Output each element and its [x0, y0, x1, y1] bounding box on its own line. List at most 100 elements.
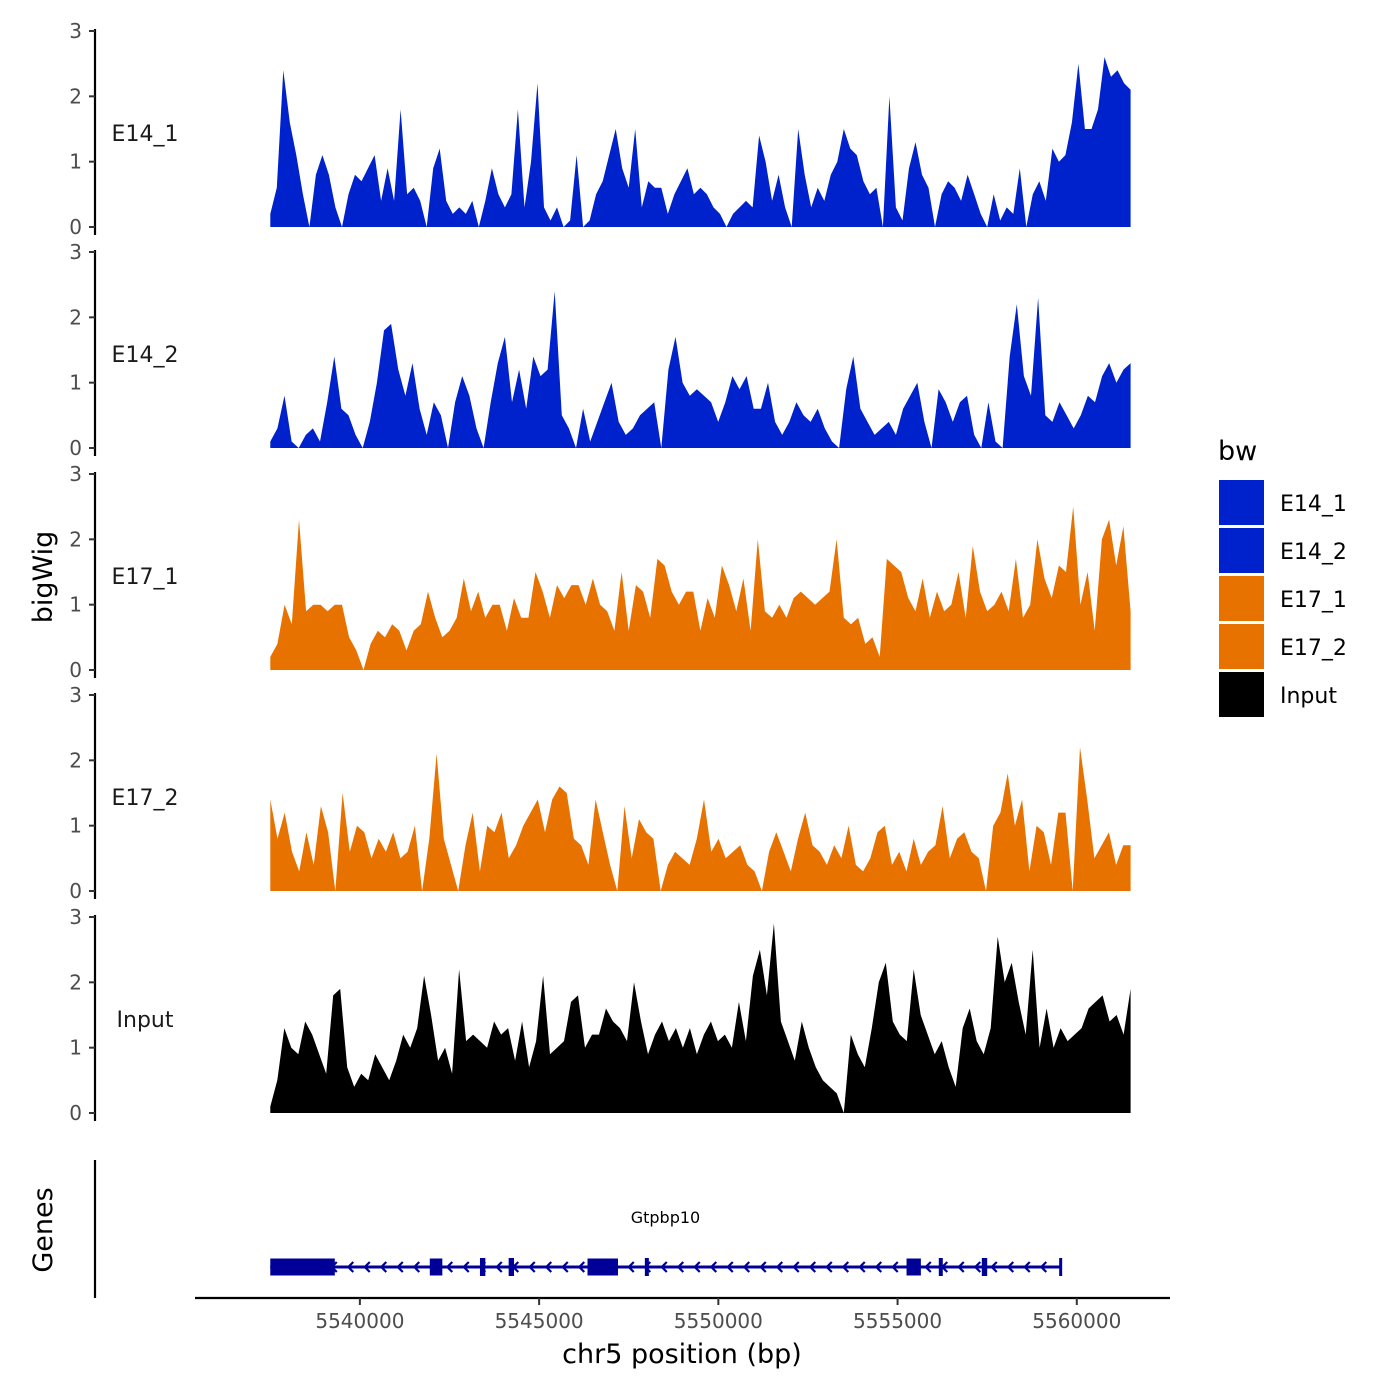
track-label-Input: Input [117, 1008, 174, 1033]
track-label-E17_2: E17_2 [112, 786, 179, 811]
gene-track: Gtpbp10 [93, 1160, 1063, 1298]
legend-label-E14_2: E14_2 [1280, 540, 1347, 565]
y-tick-label: 2 [69, 748, 82, 772]
gene-strand-arrow [858, 1261, 866, 1273]
gene-strand-arrow [577, 1261, 586, 1273]
gene-exon [906, 1258, 921, 1276]
legend: bw E14_1 E14_2 E17_1 E17_2 Input [1218, 436, 1347, 717]
gene-strand-arrow [544, 1261, 553, 1273]
gene-strand-arrow [627, 1261, 635, 1273]
y-tick-label: 0 [69, 215, 82, 239]
gene-strand-arrow [990, 1261, 998, 1273]
gene-strand-arrow [412, 1261, 421, 1273]
gene-strand-arrow [759, 1261, 767, 1273]
legend-title: bw [1218, 436, 1257, 467]
gene-strand-arrow [726, 1261, 734, 1273]
gene-strand-arrow [462, 1261, 470, 1273]
gene-strand-arrow [676, 1261, 685, 1273]
gene-exon [938, 1258, 943, 1276]
gene-exon [587, 1258, 618, 1276]
track-label-E14_2: E14_2 [112, 343, 179, 368]
y-tick-label: 1 [69, 593, 82, 617]
y-tick-label: 3 [69, 683, 82, 707]
gene-strand-arrow [808, 1261, 817, 1273]
gene-label: Gtpbp10 [631, 1208, 701, 1227]
area-Input [270, 923, 1131, 1113]
x-tick-label: 5545000 [495, 1309, 584, 1333]
gene-exon [981, 1258, 988, 1276]
gene-strand-arrow [561, 1261, 569, 1273]
y-tick-label: 0 [69, 436, 82, 460]
y-tick-label: 3 [69, 905, 82, 929]
y-tick-label: 0 [69, 658, 82, 682]
y-axis-title: bigWig [28, 531, 59, 624]
legend-key-Input [1219, 672, 1264, 717]
legend-label-E17_1: E17_1 [1280, 588, 1347, 613]
gene-strand-arrow [825, 1261, 833, 1273]
track-E14_1: 0 1 2 3 E14_1 [69, 19, 1131, 239]
y-tick-label: 3 [69, 19, 82, 43]
legend-label-E17_2: E17_2 [1280, 636, 1347, 661]
gene-exon [429, 1258, 443, 1276]
y-tick-label: 3 [69, 240, 82, 264]
legend-key-E17_1 [1219, 576, 1264, 621]
y-tick-label: 1 [69, 371, 82, 395]
gene-strand-arrow [742, 1261, 751, 1273]
gene-strand-arrow [841, 1261, 850, 1273]
gene-strand-arrow [495, 1261, 503, 1273]
legend-label-Input: Input [1280, 684, 1337, 709]
gene-strand-arrow [1039, 1261, 1048, 1273]
y-tick-label: 2 [69, 527, 82, 551]
track-label-E14_1: E14_1 [112, 122, 179, 147]
y-tick-label: 2 [69, 970, 82, 994]
y-tick-label: 1 [69, 1036, 82, 1060]
gene-strand-arrow [660, 1261, 668, 1273]
legend-label-E14_1: E14_1 [1280, 492, 1347, 517]
gene-strand-arrow [379, 1261, 388, 1273]
area-E17_2 [270, 747, 1131, 891]
gene-strand-arrow [792, 1261, 800, 1273]
x-tick-label: 5540000 [315, 1309, 404, 1333]
legend-key-E17_2 [1219, 624, 1264, 669]
gene-exon [270, 1258, 335, 1276]
gene-strand-arrow [775, 1261, 784, 1273]
y-tick-label: 0 [69, 1101, 82, 1125]
gene-strand-arrow [891, 1261, 899, 1273]
x-tick-label: 5550000 [674, 1309, 763, 1333]
gene-exon [644, 1258, 649, 1276]
gene-strand-arrow [693, 1261, 701, 1273]
track-E14_2: 0 1 2 3 E14_2 [69, 240, 1131, 460]
legend-key-E14_2 [1219, 528, 1264, 573]
gene-strand-arrow [1006, 1261, 1015, 1273]
gene-strand-arrow [924, 1261, 932, 1273]
legend-key-E14_1 [1219, 480, 1264, 525]
y-tick-label: 2 [69, 305, 82, 329]
y-tick-label: 1 [69, 150, 82, 174]
y-tick-label: 3 [69, 462, 82, 486]
gene-strand-arrow [957, 1261, 965, 1273]
track-Input: 0 1 2 3 Input [69, 905, 1131, 1125]
bigwig-tracks: 0 1 2 3 E14_1 0 1 2 3 E14_2 0 1 2 3 E17_1 0 1 2 3 E17_2 0 1 2 3… [69, 19, 1131, 1125]
gene-strand-arrow [709, 1261, 718, 1273]
gene-strand-arrow [528, 1261, 536, 1273]
track-E17_2: 0 1 2 3 E17_2 [69, 683, 1131, 903]
y-tick-label: 0 [69, 879, 82, 903]
gene-strand-arrow [874, 1261, 883, 1273]
gene-strand-arrow [445, 1261, 454, 1273]
x-tick-label: 5555000 [853, 1309, 942, 1333]
track-label-E17_1: E17_1 [112, 565, 179, 590]
area-E14_1 [270, 57, 1131, 227]
gene-strand-arrow [346, 1261, 355, 1273]
x-axis: 5540000 5545000 5550000 5555000 5560000 [195, 1296, 1170, 1333]
y-tick-label: 2 [69, 84, 82, 108]
track-E17_1: 0 1 2 3 E17_1 [69, 462, 1131, 682]
x-tick-label: 5560000 [1032, 1309, 1121, 1333]
area-E17_1 [270, 506, 1131, 670]
gene-strand-arrow [396, 1261, 404, 1273]
y-tick-label: 1 [69, 814, 82, 838]
gene-strand-arrow [363, 1261, 371, 1273]
x-axis-title: chr5 position (bp) [562, 1339, 802, 1370]
gene-exon [508, 1258, 515, 1276]
gene-exon [479, 1258, 486, 1276]
